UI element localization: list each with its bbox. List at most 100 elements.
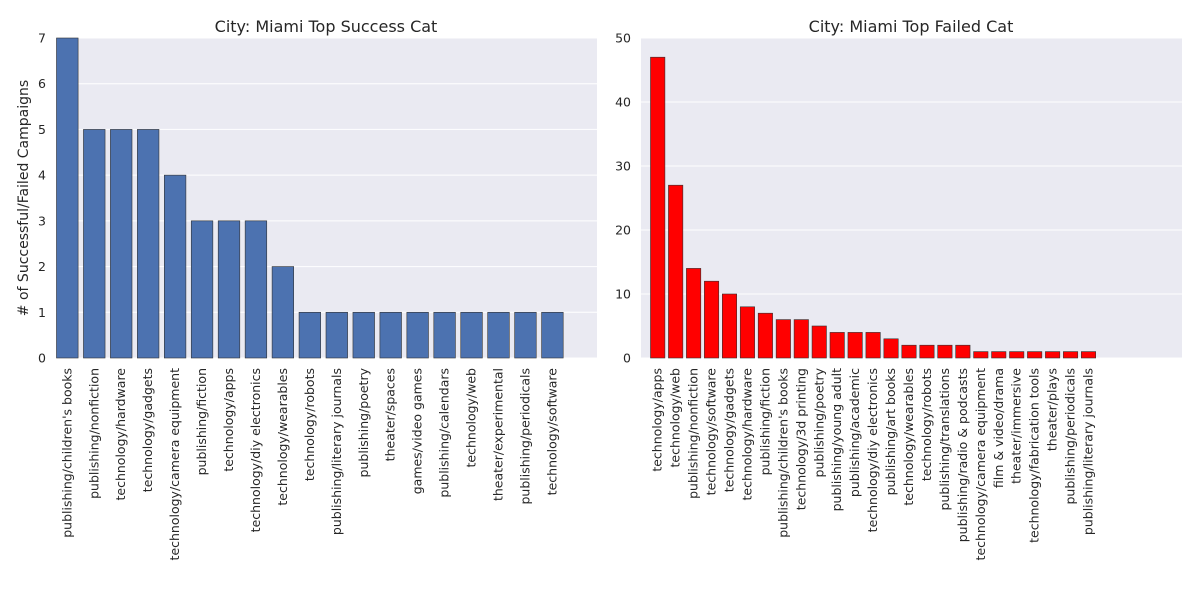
success-y-ticks: 0 1 2 3 4 5 6 7 — [38, 31, 46, 366]
success-y-tick-label: 5 — [38, 122, 46, 137]
success-bar — [541, 311, 564, 359]
failed-x-tick-label: publishing/academic — [847, 368, 862, 497]
failed-bar — [721, 293, 737, 359]
success-x-tick-label: publishing/children's books — [59, 368, 74, 538]
failed-x-tick-label: publishing/children's books — [775, 368, 790, 538]
failed-bar — [1009, 351, 1025, 359]
failed-chart: 0 10 20 30 40 50 technology/apps technology/we… — [615, 17, 1182, 560]
failed-x-tick-label: publishing/art books — [883, 368, 898, 495]
failed-x-tick-label: technology/robots — [919, 368, 934, 481]
failed-y-tick-label: 20 — [615, 223, 631, 238]
failed-bar — [955, 344, 971, 359]
failed-x-tick-label: technology/fabrication tools — [1027, 368, 1042, 543]
success-x-tick-label: publishing/fiction — [194, 368, 209, 475]
failed-bar — [1063, 351, 1079, 359]
failed-x-tick-label: publishing/translations — [937, 368, 952, 510]
failed-bar — [650, 56, 666, 359]
success-bar — [298, 311, 321, 359]
success-bar — [352, 311, 375, 359]
failed-y-tick-label: 40 — [615, 95, 631, 110]
failed-x-tick-label: publishing/periodicals — [1063, 368, 1078, 505]
failed-bar — [847, 332, 863, 359]
success-x-tick-label: technology/hardware — [113, 368, 128, 501]
failed-bar — [739, 306, 755, 359]
success-bar — [56, 37, 79, 359]
success-y-tick-label: 7 — [38, 31, 46, 46]
success-x-tick-label: publishing/literary journals — [329, 368, 344, 535]
failed-bar — [829, 332, 845, 359]
success-bar — [83, 129, 106, 359]
failed-y-tick-label: 50 — [615, 31, 631, 46]
success-y-tick-label: 3 — [38, 213, 46, 228]
failed-x-tick-label: technology/gadgets — [722, 368, 737, 492]
success-bar — [406, 311, 429, 359]
failed-x-tick-label: technology/camera equipment — [973, 368, 988, 561]
success-bar — [137, 129, 160, 359]
failed-bar — [991, 351, 1007, 359]
success-x-tick-label: technology/camera equipment — [167, 368, 182, 561]
success-x-ticks: publishing/children's books publishing/no… — [59, 367, 559, 560]
success-bars — [56, 37, 564, 359]
failed-bar — [973, 351, 989, 359]
success-bar — [190, 220, 214, 359]
failed-x-tick-label: publishing/poetry — [811, 367, 826, 477]
failed-y-tick-label: 0 — [623, 351, 631, 366]
failed-bar — [1027, 351, 1043, 359]
success-y-tick-label: 2 — [38, 259, 46, 274]
success-x-tick-label: technology/diy electronics — [248, 368, 263, 532]
failed-x-tick-label: technology/apps — [650, 368, 665, 472]
success-x-tick-label: publishing/calendars — [437, 368, 452, 498]
failed-bar — [811, 325, 827, 359]
success-bar — [379, 311, 402, 359]
failed-x-tick-label: publishing/fiction — [757, 368, 772, 475]
failed-x-ticks: technology/apps technology/web publishing/… — [650, 367, 1096, 560]
failed-chart-title: City: Miami Top Failed Cat — [809, 17, 1014, 36]
failed-x-tick-label: technology/3d printing — [793, 368, 808, 510]
success-x-tick-label: publishing/nonfiction — [86, 368, 101, 499]
success-y-tick-label: 6 — [38, 76, 46, 91]
failed-bar — [937, 344, 953, 359]
success-x-tick-label: technology/wearables — [275, 368, 290, 506]
failed-bar — [919, 344, 935, 359]
success-bar — [487, 311, 510, 359]
failed-bar — [775, 319, 791, 359]
failed-x-tick-label: technology/software — [704, 368, 719, 496]
failed-bar — [883, 338, 899, 359]
success-bar — [433, 311, 456, 359]
success-x-tick-label: games/video games — [410, 368, 425, 494]
failed-bar — [1045, 351, 1061, 359]
failed-bar — [757, 312, 773, 359]
failed-x-tick-label: technology/web — [668, 368, 683, 468]
success-bar — [325, 311, 348, 359]
success-x-tick-label: publishing/poetry — [356, 367, 371, 477]
failed-bar — [865, 332, 881, 359]
failed-x-tick-label: publishing/young adult — [829, 368, 844, 512]
failed-x-tick-label: technology/diy electronics — [865, 368, 880, 532]
success-bar — [164, 174, 187, 359]
failed-x-tick-label: film & video/drama — [991, 368, 1006, 488]
success-x-tick-label: technology/gadgets — [140, 368, 155, 492]
failed-y-tick-label: 30 — [615, 159, 631, 174]
success-x-tick-label: theater/spaces — [383, 368, 398, 461]
failed-bar — [704, 280, 720, 359]
success-x-tick-label: technology/software — [544, 368, 559, 496]
success-y-axis-label: # of Successful/Failed Campaigns — [16, 80, 32, 316]
success-y-tick-label: 0 — [38, 351, 46, 366]
success-bar — [460, 311, 483, 359]
success-bar — [217, 220, 241, 359]
success-x-tick-label: theater/experimental — [491, 368, 506, 501]
success-x-tick-label: technology/web — [464, 368, 479, 468]
failed-x-tick-label: technology/hardware — [739, 368, 754, 501]
failed-x-tick-label: publishing/radio & podcasts — [955, 368, 970, 542]
failed-y-ticks: 0 10 20 30 40 50 — [615, 31, 631, 366]
success-bar — [244, 220, 268, 359]
failed-bar — [686, 268, 702, 359]
failed-bar — [668, 184, 684, 359]
failed-y-tick-label: 10 — [615, 287, 631, 302]
failed-bars — [650, 56, 1097, 359]
success-chart-title: City: Miami Top Success Cat — [215, 17, 438, 36]
success-bar — [514, 311, 537, 359]
failed-bar — [1081, 351, 1097, 359]
success-y-tick-label: 4 — [38, 168, 46, 183]
